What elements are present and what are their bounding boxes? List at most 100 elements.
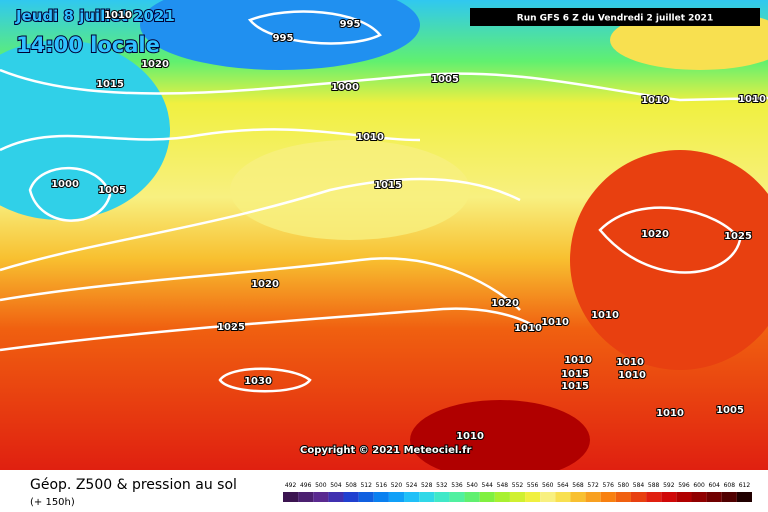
isobar-label: 1020 (491, 298, 519, 309)
colorbar-swatch (661, 492, 677, 502)
heat-area (410, 400, 590, 480)
colorbar-swatch (464, 492, 480, 502)
isobar-label: 1010 (104, 10, 132, 21)
lead-time: (+ 150h) (30, 497, 75, 508)
colorbar-swatch (585, 492, 601, 502)
colorbar-swatch (525, 492, 541, 502)
isobar-label: 1015 (374, 180, 402, 191)
isobar-label: 1010 (656, 408, 684, 419)
colorbar-label: 592 (663, 482, 675, 489)
colorbar-label: 496 (300, 482, 312, 489)
valid-time: 14:00 locale (16, 33, 160, 57)
colorbar-swatch (509, 492, 526, 502)
colorbar-label: 500 (315, 482, 327, 489)
colorbar-label: 584 (633, 482, 645, 489)
isobar-label: 1010 (641, 95, 669, 106)
colorbar-label: 492 (285, 482, 297, 489)
colorbar-swatch (358, 492, 374, 502)
colorbar-swatch (388, 492, 405, 502)
isobar-label: 1010 (541, 317, 569, 328)
isobar-label: 1010 (456, 431, 484, 442)
isobars (0, 10, 768, 393)
colorbar-label: 608 (724, 482, 736, 489)
run-box (470, 8, 760, 26)
colorbar-label: 580 (618, 482, 630, 489)
colorbar-label: 548 (497, 482, 509, 489)
colorbar-swatch (721, 492, 737, 502)
colorbar-label: 504 (330, 482, 342, 489)
isobar-label: 1010 (618, 370, 646, 381)
colorbar-label: 552 (512, 482, 524, 489)
isobar-label: 1020 (641, 229, 669, 240)
isobar-label: 1005 (716, 405, 744, 416)
colorbar-swatch (540, 492, 556, 502)
colorbar-label: 508 (345, 482, 357, 489)
isobar-label: 1010 (564, 355, 592, 366)
colorbar-label: 604 (708, 482, 720, 489)
copyright: Copyright © 2021 Meteociel.fr (300, 445, 471, 456)
isobar-label: 1010 (616, 357, 644, 368)
colorbar-swatch (646, 492, 662, 502)
isobar-label: 1010 (591, 310, 619, 321)
colorbar-label: 576 (603, 482, 615, 489)
colorbar-swatch (328, 492, 344, 502)
ridge-area (230, 140, 470, 240)
colorbar-swatch (570, 492, 586, 502)
colorbar-swatch (630, 492, 647, 502)
isobar-label: 1025 (217, 322, 245, 333)
colorbar-label: 536 (451, 482, 463, 489)
colorbar-label: 528 (421, 482, 433, 489)
isobar-label: 1015 (561, 369, 589, 380)
colorbar-label: 532 (436, 482, 448, 489)
isobar-label: 995 (340, 19, 361, 30)
footer (0, 470, 768, 512)
isobar-label: 1015 (561, 381, 589, 392)
colorbar-swatch (313, 492, 329, 502)
colorbar-label: 512 (360, 482, 372, 489)
colorbar-label: 612 (739, 482, 751, 489)
colorbar-swatch (600, 492, 616, 502)
colorbar-label: 572 (587, 482, 599, 489)
isobar-label: 995 (273, 33, 294, 44)
colorbar-swatch (479, 492, 495, 502)
colorbar-swatch (343, 492, 359, 502)
isobar-label: 1015 (96, 79, 124, 90)
colorbar-swatch (555, 492, 571, 502)
colorbar-swatch (676, 492, 692, 502)
colorbar-label: 556 (527, 482, 539, 489)
colorbar-label: 524 (406, 482, 418, 489)
colorbar-swatch (736, 492, 752, 502)
colorbar-label: 516 (376, 482, 388, 489)
isobar-label: 1005 (431, 74, 459, 85)
isobar-label: 1020 (141, 59, 169, 70)
colorbar-label: 564 (557, 482, 569, 489)
colorbar-swatch (449, 492, 465, 502)
colorbar-label: 596 (678, 482, 690, 489)
colorbar-swatch (615, 492, 631, 502)
colorbar-swatch (706, 492, 722, 502)
isobar-label: 1010 (738, 94, 766, 105)
colorbar-label: 544 (482, 482, 494, 489)
footer-title: Géop. Z500 & pression au sol (30, 477, 237, 493)
isobar-label: 1000 (331, 82, 359, 93)
colorbar-swatch (283, 492, 299, 502)
colorbar-swatch (691, 492, 707, 502)
isobar-label: 1030 (244, 376, 272, 387)
isobar-label: 1010 (514, 323, 542, 334)
colorbar-label: 560 (542, 482, 554, 489)
colorbar-swatch (434, 492, 450, 502)
isobar-label: 1010 (356, 132, 384, 143)
colorbar-label: 588 (648, 482, 660, 489)
colorbar-swatch (494, 492, 510, 502)
colorbar-label: 568 (572, 482, 584, 489)
colorbar-label: 540 (466, 482, 478, 489)
colorbar-swatch (419, 492, 435, 502)
isobar-label: 1005 (98, 185, 126, 196)
colorbar-label: 520 (391, 482, 403, 489)
valid-date: Jeudi 8 juillet 2021 (15, 7, 175, 25)
colorbar-swatch (298, 492, 314, 502)
heat-area (570, 150, 768, 370)
colorbar-swatch (373, 492, 389, 502)
